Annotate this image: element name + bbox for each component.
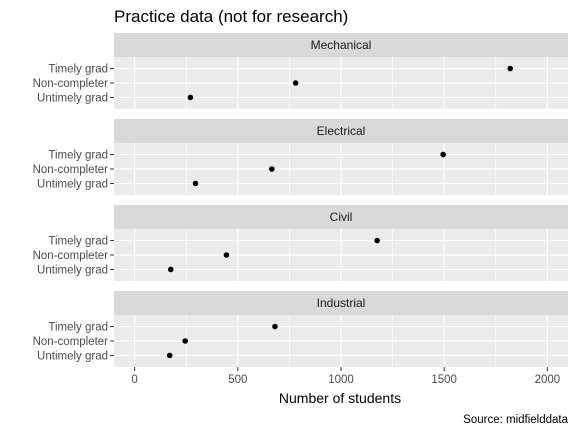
y-tick-label: Non-completer (33, 78, 109, 90)
y-tick-label: Untimely grad (37, 178, 108, 190)
facet-panels: Mechanical Timely grad Non-completer Untime… (33, 33, 568, 367)
data-point-civil-untimely-grad (167, 266, 174, 273)
y-tick-label: Untimely grad (37, 350, 108, 362)
y-tick-label: Non-completer (33, 164, 109, 176)
y-tick-label: Timely grad (48, 322, 108, 334)
facet-strip-label-mechanical: Mechanical (311, 38, 372, 52)
data-point-civil-non-completer (223, 252, 230, 258)
chart-title: Practice data (not for research) (114, 7, 348, 26)
data-point-mechanical-timely-grad (507, 65, 514, 72)
y-tick-label: Timely grad (48, 236, 108, 248)
data-point-industrial-untimely-grad (166, 352, 173, 359)
x-tick-label: 2000 (535, 374, 561, 386)
y-tick-label: Untimely grad (37, 264, 108, 276)
facet-strip-civil (114, 205, 568, 229)
x-tick-label: 1000 (328, 374, 354, 386)
y-tick-label: Non-completer (33, 250, 109, 262)
x-axis: 0 500 1000 1500 2000 (131, 367, 560, 386)
data-point-electrical-untimely-grad (192, 180, 199, 187)
y-tick-label: Non-completer (33, 336, 109, 348)
x-tick-label: 500 (228, 374, 247, 386)
facet-strip-label-electrical: Electrical (317, 124, 366, 138)
x-axis-title: Number of students (279, 390, 401, 406)
facet-strip-electrical (114, 119, 568, 143)
facet-panel-mechanical: Mechanical Timely grad Non-completer Untime… (33, 33, 568, 109)
facet-strip-industrial (114, 291, 568, 315)
facet-strip-mechanical (114, 33, 568, 57)
y-tick-label: Timely grad (48, 64, 108, 76)
facet-strip-label-civil: Civil (330, 210, 353, 224)
data-point-industrial-timely-grad (272, 323, 278, 330)
data-point-civil-timely-grad (374, 237, 380, 244)
facet-panel-industrial: Industrial Timely grad Non-completer Untime… (33, 291, 568, 367)
data-point-electrical-timely-grad (440, 151, 446, 158)
data-point-industrial-non-completer (182, 338, 188, 344)
data-point-mechanical-non-completer (292, 80, 299, 86)
data-point-mechanical-untimely-grad (187, 94, 194, 101)
facet-panel-electrical: Electrical Timely grad Non-completer Untime… (33, 119, 568, 195)
y-tick-label: Timely grad (48, 150, 108, 162)
x-tick-label: 0 (131, 374, 137, 386)
x-tick-label: 1500 (431, 374, 457, 386)
data-point-electrical-non-completer (269, 166, 275, 172)
facet-strip-label-industrial: Industrial (317, 296, 366, 310)
facet-panel-civil: Civil Timely grad Non-completer Untimely gr… (33, 205, 568, 281)
y-tick-label: Untimely grad (37, 92, 108, 104)
chart-caption: Source: midfielddata (463, 414, 568, 426)
